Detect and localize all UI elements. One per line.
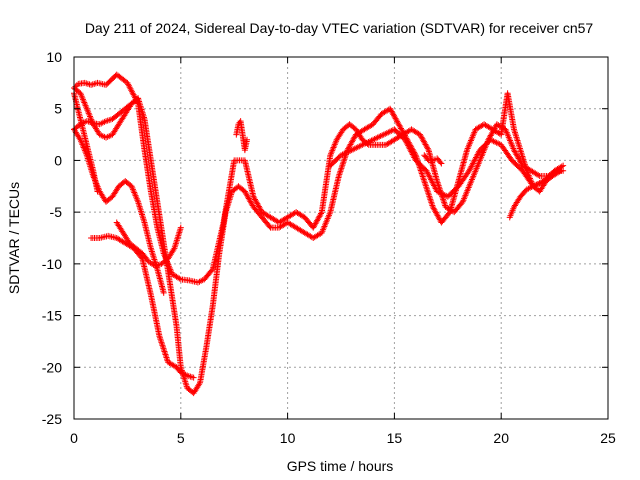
- data-point: [419, 173, 426, 180]
- y-tick-label: -15: [42, 308, 62, 324]
- y-tick-label: 5: [54, 101, 62, 117]
- data-point: [156, 334, 163, 341]
- data-point: [338, 165, 345, 172]
- data-point: [543, 178, 550, 185]
- data-point: [425, 190, 432, 197]
- data-point: [427, 197, 434, 204]
- data-point: [424, 156, 431, 163]
- data-point: [336, 169, 343, 176]
- data-point: [340, 157, 347, 164]
- data-point: [160, 289, 167, 296]
- data-point: [196, 381, 203, 388]
- y-tick-label: -25: [42, 411, 62, 427]
- data-point: [244, 136, 251, 143]
- data-point: [177, 224, 184, 231]
- y-axis-label: SDTVAR / TECUs: [6, 182, 22, 294]
- series-track-j: [421, 152, 445, 167]
- data-point: [338, 163, 345, 170]
- data-point: [170, 246, 177, 253]
- data-point: [426, 194, 433, 201]
- data-point: [135, 95, 142, 102]
- data-point: [266, 223, 273, 230]
- data-point: [159, 343, 166, 350]
- chart-title: Day 211 of 2024, Sidereal Day-to-day VTE…: [85, 20, 594, 36]
- y-tick-label: -10: [42, 256, 62, 272]
- data-point: [163, 354, 170, 361]
- series-track-f: [71, 95, 142, 133]
- data-point: [445, 210, 452, 217]
- data-point: [156, 333, 163, 340]
- data-point: [158, 339, 165, 346]
- data-point: [419, 172, 426, 179]
- data-point: [208, 267, 215, 274]
- data-point: [162, 351, 169, 358]
- data-point: [335, 172, 342, 179]
- data-point: [76, 135, 83, 142]
- data-point: [424, 188, 431, 195]
- x-axis-label: GPS time / hours: [287, 458, 394, 474]
- data-point: [424, 187, 431, 194]
- data-point: [424, 145, 431, 152]
- data-point: [421, 179, 428, 186]
- x-tick-label: 25: [600, 430, 616, 446]
- data-point: [94, 188, 101, 195]
- data-point: [337, 166, 344, 173]
- grid: [74, 57, 608, 419]
- data-point: [423, 185, 430, 192]
- data-point: [425, 191, 432, 198]
- data-point: [158, 340, 165, 347]
- data-point: [337, 168, 344, 175]
- data-point: [190, 374, 197, 381]
- data-point: [420, 176, 427, 183]
- data-point: [133, 96, 140, 103]
- data-point: [438, 160, 445, 167]
- y-tick-label: -5: [50, 204, 63, 220]
- plot-frame: [73, 56, 609, 420]
- data-point: [176, 275, 183, 282]
- data-point: [157, 336, 164, 343]
- series-track-g: [113, 219, 184, 269]
- data-point: [336, 171, 343, 178]
- data-point: [159, 342, 166, 349]
- data-point: [426, 193, 433, 200]
- plot-area: [71, 71, 567, 397]
- data-point: [339, 160, 346, 167]
- y-tick-label: 0: [54, 152, 62, 168]
- series-track-i: [233, 118, 251, 154]
- data-point: [422, 182, 429, 189]
- data-point: [423, 184, 430, 191]
- y-tick-label: 10: [46, 49, 62, 65]
- data-point: [427, 196, 434, 203]
- data-point: [157, 337, 164, 344]
- axes-ticks: 0 5 10 15 20 25 -25 -20 -15 -10 -5 0 5 10: [42, 49, 616, 446]
- data-point: [437, 159, 444, 166]
- data-point: [421, 178, 428, 185]
- data-point: [339, 162, 346, 169]
- x-tick-label: 20: [493, 430, 509, 446]
- series-track-e: [88, 232, 197, 381]
- x-tick-label: 15: [387, 430, 403, 446]
- data-point: [434, 178, 441, 185]
- data-point: [441, 199, 448, 206]
- data-point: [535, 172, 542, 179]
- series-track-b: [71, 85, 565, 397]
- data-point: [160, 346, 167, 353]
- data-point: [160, 345, 167, 352]
- data-point: [161, 349, 168, 356]
- x-tick-label: 10: [280, 430, 296, 446]
- series-track-k: [506, 178, 550, 221]
- y-tick-label: -20: [42, 359, 62, 375]
- data-point: [422, 181, 429, 188]
- data-point: [317, 210, 324, 217]
- x-tick-label: 5: [177, 430, 185, 446]
- data-point: [428, 199, 435, 206]
- data-point: [161, 348, 168, 355]
- data-point: [440, 197, 447, 204]
- x-tick-label: 0: [70, 430, 78, 446]
- data-point: [558, 163, 565, 170]
- data-point: [420, 175, 427, 182]
- data-point: [560, 162, 567, 169]
- data-point: [162, 353, 169, 360]
